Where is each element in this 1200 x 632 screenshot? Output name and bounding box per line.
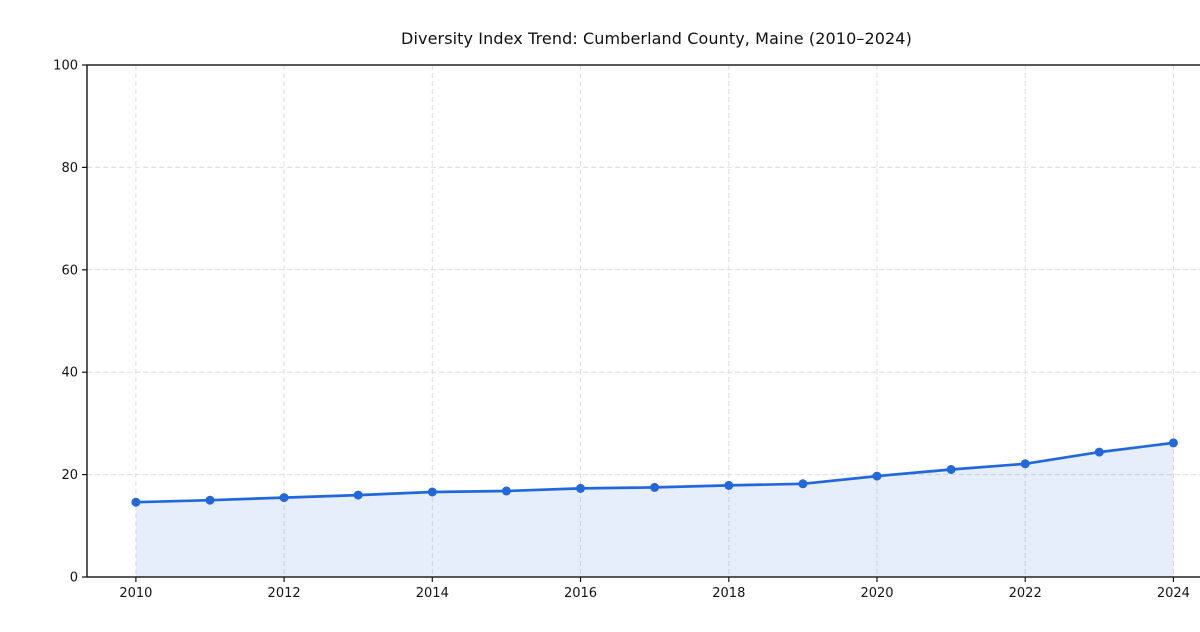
data-point-marker [501, 486, 511, 496]
data-point-marker [427, 487, 437, 497]
x-tick-label: 2020 [860, 586, 893, 601]
area-fill [135, 442, 1174, 577]
x-tick-label: 2024 [1157, 586, 1190, 601]
y-tick-label: 40 [61, 366, 78, 381]
x-tick-label: 2018 [712, 586, 745, 601]
y-tick-label: 0 [70, 571, 78, 586]
data-point-marker [576, 483, 585, 493]
x-tick-label: 2010 [119, 586, 152, 601]
plot-border [86, 64, 1200, 578]
x-tick-label: 2016 [564, 586, 597, 601]
data-point-marker [650, 482, 660, 492]
diversity-index-line-chart: Diversity Index Trend: Cumberland County… [40, 16, 1200, 616]
y-tick-label: 60 [61, 263, 78, 278]
x-tick-label: 2012 [268, 586, 301, 601]
data-point-marker [946, 465, 956, 474]
x-tick-label: 2014 [416, 586, 449, 601]
data-point-marker [353, 490, 363, 500]
data-point-marker [279, 493, 289, 503]
y-tick-label: 20 [61, 468, 78, 483]
chart-title: Diversity Index Trend: Cumberland County… [401, 29, 912, 48]
data-point-marker [205, 495, 215, 505]
y-tick-label: 100 [53, 59, 78, 74]
data-point-marker [724, 480, 734, 490]
data-point-marker [798, 479, 808, 489]
line-chart-canvas: 0 20 40 60 80 100 2010 2012 2014 2016 2018 2020 2022… [53, 59, 1200, 601]
data-point-marker [1168, 438, 1178, 448]
y-tick-label: 80 [61, 161, 78, 176]
data-point-marker [131, 497, 141, 507]
data-point-marker [1020, 459, 1030, 469]
x-tick-label: 2022 [1009, 586, 1042, 601]
data-point-marker [872, 471, 882, 481]
data-point-marker [1094, 447, 1104, 457]
